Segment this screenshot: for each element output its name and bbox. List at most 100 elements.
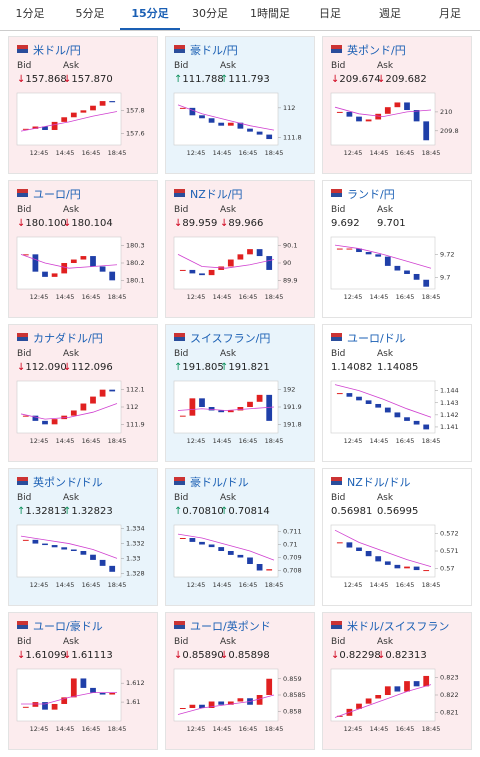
- tab[interactable]: 1時間足: [250, 7, 290, 20]
- candle: [199, 704, 205, 708]
- pair-title[interactable]: NZドル/円: [190, 188, 243, 201]
- bid-label: Bid: [331, 637, 346, 647]
- candle: [22, 539, 29, 541]
- candle: [189, 269, 196, 274]
- bid-value: ↓157.868: [17, 74, 67, 85]
- moving-average: [334, 384, 432, 418]
- rate-card: ランド/円 Bid Ask 9.692 9.701 9.72 9.7 12:45 14:45 16…: [322, 180, 472, 318]
- tab[interactable]: 1分足: [15, 7, 45, 20]
- candle: [356, 396, 362, 401]
- bid-value: ↓112.090: [17, 362, 67, 373]
- ask-label: Ask: [377, 493, 394, 503]
- pair-title[interactable]: スイスフラン/円: [190, 332, 271, 345]
- pair-title[interactable]: ユーロ/円: [33, 188, 81, 201]
- mini-chart: 1.334 1.332 1.33 1.328 12:45 14:45 16:45 18:45: [16, 524, 145, 589]
- tab[interactable]: 日足: [319, 7, 341, 20]
- candle: [375, 254, 382, 257]
- x-tick-label: 16:45: [396, 581, 415, 589]
- candle: [247, 249, 253, 255]
- pair-title[interactable]: 豪ドル/円: [190, 44, 238, 57]
- pair-title[interactable]: カナダドル/円: [33, 332, 103, 345]
- candle: [375, 695, 382, 699]
- x-tick-label: 16:45: [239, 725, 258, 733]
- x-tick-label: 12:45: [344, 437, 363, 445]
- tab[interactable]: 30分足: [192, 7, 228, 20]
- candle: [42, 420, 48, 425]
- x-tick-label: 12:45: [187, 725, 206, 733]
- ask-label: Ask: [63, 637, 80, 647]
- y-tick-label: 0.709: [283, 554, 302, 562]
- candle: [404, 681, 410, 692]
- y-tick-label: 180.2: [126, 259, 145, 267]
- candle: [384, 107, 391, 114]
- plot-area: [173, 92, 279, 146]
- y-tick-label: 0.572: [440, 530, 459, 538]
- candle: [90, 105, 96, 111]
- x-tick-label: 12:45: [344, 149, 363, 157]
- x-tick-label: 16:45: [82, 581, 101, 589]
- pair-title[interactable]: NZドル/ドル: [347, 476, 411, 489]
- candle: [256, 695, 263, 705]
- pair-title[interactable]: ユーロ/英ポンド: [190, 620, 271, 633]
- flag-icon: [331, 621, 342, 629]
- x-tick-label: 12:45: [30, 437, 49, 445]
- ask-label: Ask: [63, 349, 80, 359]
- x-tick-label: 14:45: [56, 293, 75, 301]
- moving-average: [21, 692, 117, 705]
- x-tick-label: 18:45: [422, 581, 441, 589]
- tab[interactable]: 15分足: [120, 0, 180, 30]
- bid-label: Bid: [17, 637, 32, 647]
- pair-title[interactable]: 米ドル/円: [33, 44, 81, 57]
- candle: [189, 107, 196, 116]
- pair-title[interactable]: ランド/円: [347, 188, 395, 201]
- y-tick-label: 0.708: [283, 567, 302, 575]
- y-tick-label: 210: [440, 108, 452, 116]
- bid-value: ↓180.100: [17, 218, 67, 229]
- candle: [208, 407, 215, 411]
- candle: [256, 394, 263, 402]
- y-tick-label: 1.328: [126, 569, 145, 577]
- candle: [394, 265, 401, 271]
- x-tick-label: 18:45: [108, 725, 127, 733]
- candle: [365, 119, 372, 122]
- x-tick-label: 16:45: [82, 293, 101, 301]
- pair-title[interactable]: ユーロ/豪ドル: [33, 620, 103, 633]
- mini-chart: 1.144 1.143 1.142 1.141 12:45 14:45 16:45 18:45: [330, 380, 459, 445]
- candle: [356, 248, 362, 253]
- ask-value: ↓112.096: [63, 362, 113, 373]
- tab[interactable]: 週足: [379, 7, 401, 20]
- pair-title[interactable]: 米ドル/スイスフラン: [347, 620, 450, 633]
- pair-title[interactable]: 英ポンド/ドル: [33, 476, 103, 489]
- ask-label: Ask: [63, 205, 80, 215]
- y-tick-label: 89.9: [283, 276, 297, 284]
- bid-label: Bid: [331, 493, 346, 503]
- candle: [247, 557, 253, 564]
- candle: [90, 687, 96, 693]
- candle: [179, 415, 186, 417]
- moving-average: [20, 111, 118, 132]
- candle: [394, 102, 401, 108]
- candle: [375, 556, 382, 562]
- candle: [32, 702, 39, 707]
- ask-value: 0.56995: [377, 506, 419, 517]
- pair-title[interactable]: 英ポンド/円: [347, 44, 406, 57]
- x-tick-label: 14:45: [213, 149, 232, 157]
- pair-title[interactable]: 豪ドル/ドル: [190, 476, 249, 489]
- pair-title[interactable]: ユーロ/ドル: [347, 332, 406, 345]
- rate-card: 英ポンド/ドル Bid Ask ↑1.32813 ↑1.32823 1.334 1.332 1…: [8, 468, 158, 606]
- y-tick-label: 191.9: [283, 403, 302, 411]
- bid-value: 9.692: [331, 218, 360, 229]
- mini-chart: 0.711 0.71 0.709 0.708 12:45 14:45 16:45 18:45: [173, 524, 302, 589]
- rate-card: 米ドル/円 Bid Ask ↓157.868 ↓157.870 157.8 157.6 12:…: [8, 36, 158, 174]
- y-tick-label: 1.141: [440, 423, 459, 431]
- x-tick-label: 18:45: [108, 437, 127, 445]
- x-tick-label: 18:45: [265, 149, 284, 157]
- candle: [394, 412, 401, 418]
- tab[interactable]: 月足: [439, 7, 461, 20]
- candle: [404, 417, 410, 421]
- candle: [22, 254, 29, 256]
- y-tick-label: 0.571: [440, 547, 459, 555]
- candle: [346, 542, 353, 548]
- candle: [61, 117, 68, 122]
- tab[interactable]: 5分足: [75, 7, 105, 20]
